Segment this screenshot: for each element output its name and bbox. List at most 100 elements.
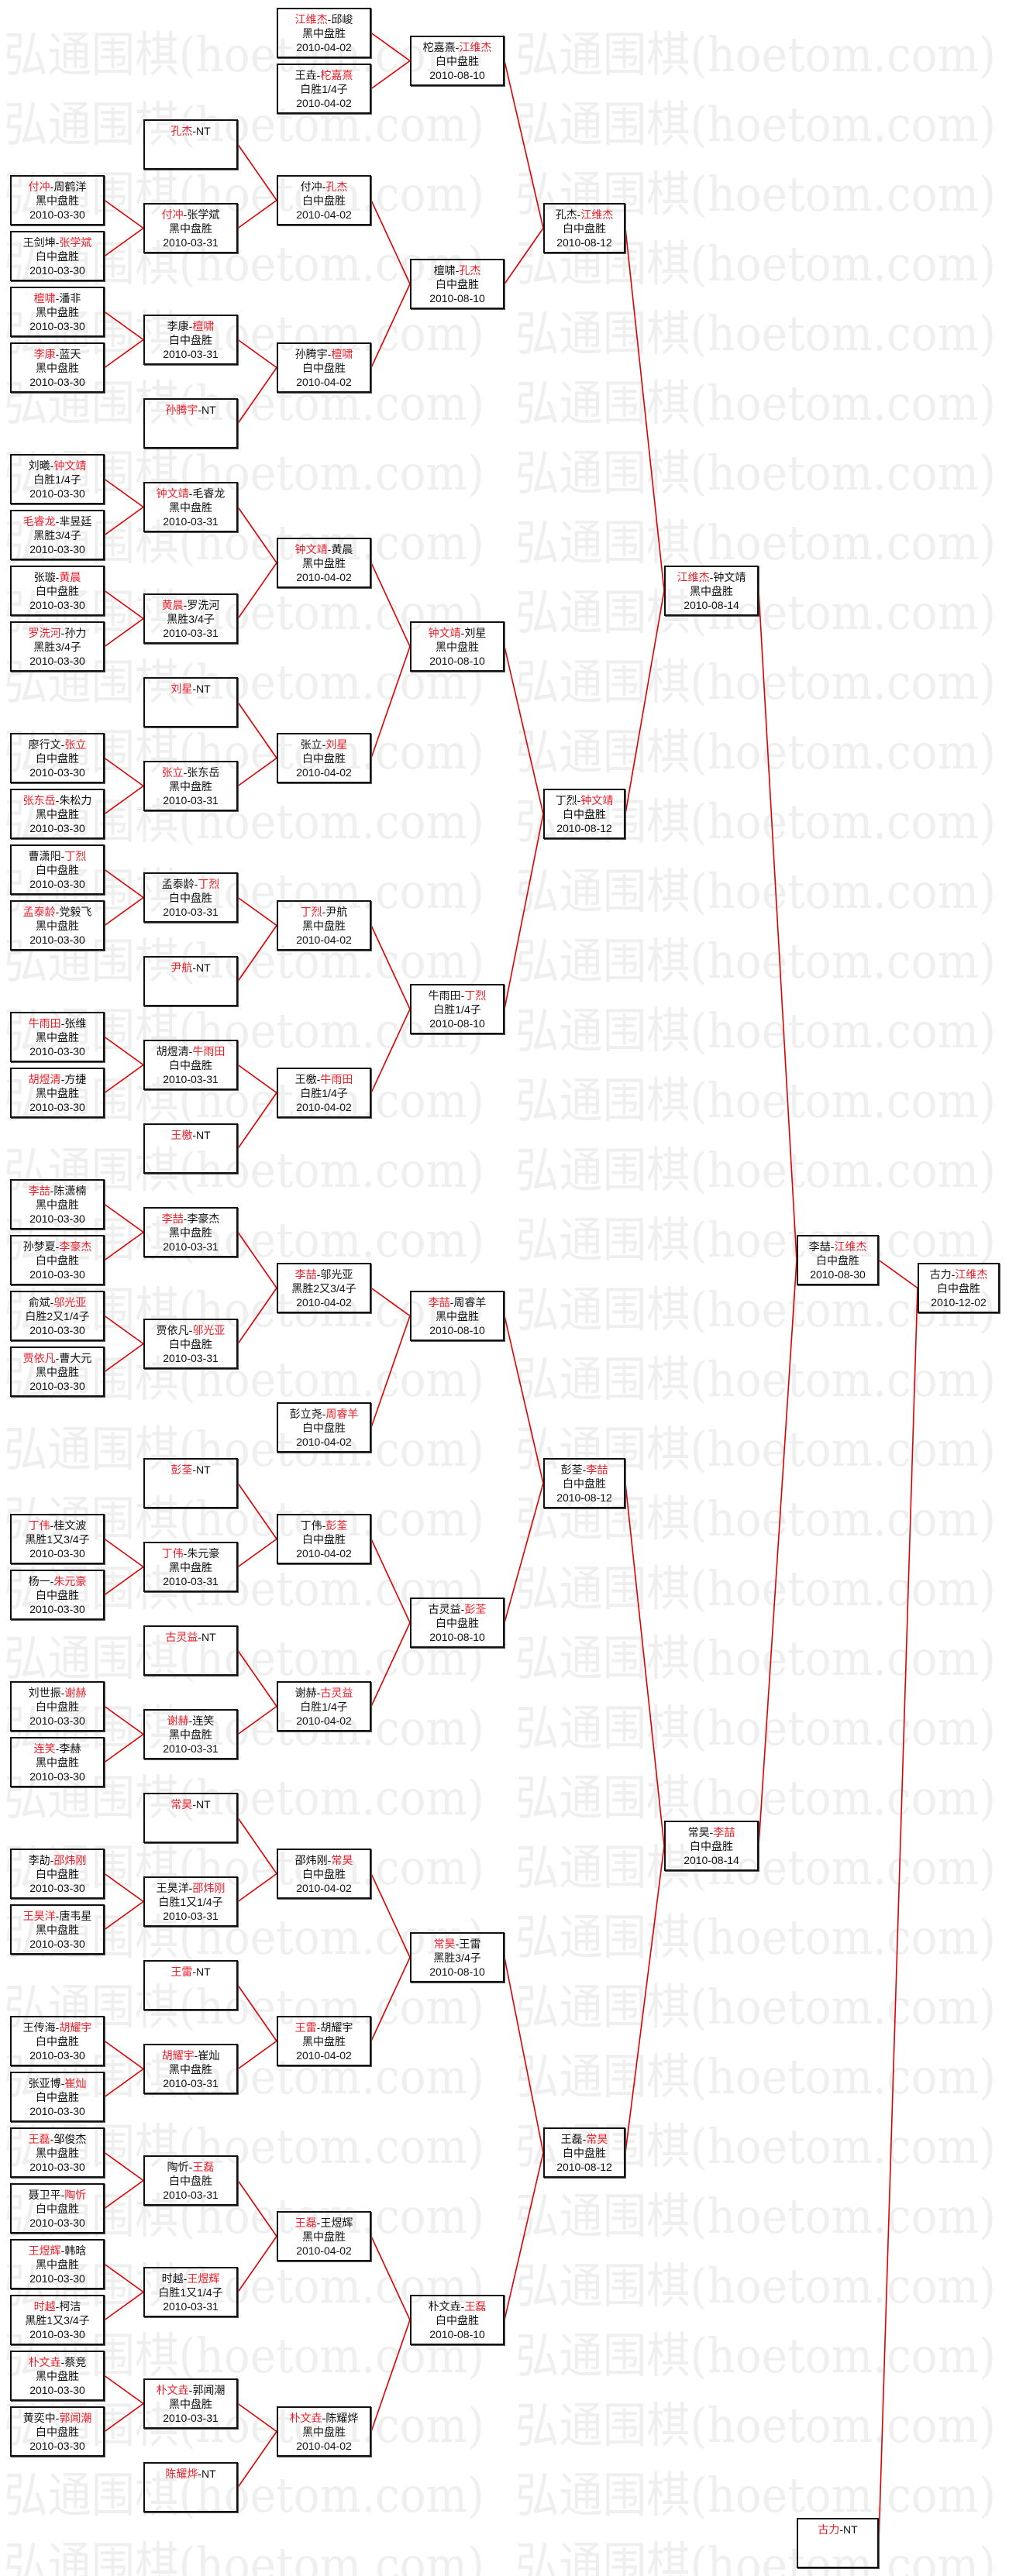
player-name[interactable]: 朴文垚 [428,2300,461,2313]
bye-box[interactable]: 王檄-NT [143,1123,238,1174]
player-name[interactable]: 韩晗 [64,2244,87,2257]
match-box[interactable]: 钟文靖-毛睿龙 黑中盘胜 2010-03-31 [143,482,238,532]
player-name[interactable]: 李豪杰 [187,1212,220,1225]
player-name[interactable]: 俞斌 [28,1296,50,1309]
winner-name[interactable]: 刘星 [325,738,348,751]
match-box[interactable]: 彭荃-李喆 白中盘胜 2010-08-12 [543,1458,625,1508]
winner-name[interactable]: 朴文垚 [28,2356,61,2368]
player-name[interactable]: 丁烈 [555,794,577,807]
player-name[interactable]: 孙腾宇 [294,348,328,360]
player-name[interactable]: 桂文波 [53,1519,87,1532]
player-name[interactable]: NT [196,125,211,137]
winner-name[interactable]: 王雷 [170,1966,193,1978]
player-name[interactable]: 时越 [161,2272,184,2285]
winner-name[interactable]: 王煜辉 [187,2272,220,2285]
match-box[interactable]: 丁烈-尹航 黑中盘胜 2010-04-02 [277,900,371,951]
match-box[interactable]: 王昊洋-唐韦星 黑中盘胜 2010-03-30 [10,1904,105,1955]
match-box[interactable]: 江维杰-钟文靖 黑中盘胜 2010-08-14 [664,566,759,616]
bye-box[interactable]: 彭荃-NT [143,1458,238,1508]
winner-name[interactable]: 邵炜刚 [192,1882,226,1894]
winner-name[interactable]: 尹航 [170,961,193,974]
winner-name[interactable]: 时越 [33,2300,56,2313]
match-box[interactable]: 朴文垚-陈耀烨 黑中盘胜 2010-04-02 [277,2406,371,2457]
winner-name[interactable]: 钟文靖 [580,794,614,807]
player-name[interactable]: 孙梦夏 [22,1240,56,1253]
match-box[interactable]: 贾依凡-曹大元 黑中盘胜 2010-03-30 [10,1346,105,1397]
winner-name[interactable]: 郭闻潮 [59,2412,92,2424]
player-name[interactable]: 李喆 [808,1240,831,1253]
winner-name[interactable]: 黄晨 [161,599,184,611]
match-box[interactable]: 彭立尧-周睿羊 白中盘胜 2010-04-02 [277,1402,371,1453]
match-box[interactable]: 陶忻-王磊 白中盘胜 2010-03-31 [143,2155,238,2206]
match-box[interactable]: 李喆-陈潇楠 黑中盘胜 2010-03-30 [10,1179,105,1230]
match-box[interactable]: 王磊-王煜辉 黑中盘胜 2010-04-02 [277,2211,371,2261]
winner-name[interactable]: 胡耀宇 [161,2049,195,2062]
player-name[interactable]: 孟泰龄 [161,878,195,890]
winner-name[interactable]: 王磊 [464,2300,487,2313]
player-name[interactable]: 彭立尧 [289,1408,322,1420]
player-name[interactable]: 聂卫平 [28,2189,61,2201]
winner-name[interactable]: 谢赫 [64,1687,87,1699]
winner-name[interactable]: 常昊 [331,1854,353,1866]
winner-name[interactable]: 李喆 [428,1296,450,1309]
match-box[interactable]: 刘曦-钟文靖 白胜1/4子 2010-03-30 [10,454,105,504]
player-name[interactable]: 郭闻潮 [192,2384,226,2396]
match-box[interactable]: 廖行文-张立 白中盘胜 2010-03-30 [10,733,105,783]
player-name[interactable]: 贾依凡 [156,1324,189,1336]
match-box[interactable]: 孔杰-江维杰 白中盘胜 2010-08-12 [543,203,625,253]
match-box[interactable]: 檀啸-潘非 黑中盘胜 2010-03-30 [10,287,105,337]
winner-name[interactable]: 江维杰 [834,1240,867,1253]
player-name[interactable]: 周鹤洋 [53,181,87,193]
player-name[interactable]: 邹俊杰 [53,2133,87,2145]
winner-name[interactable]: 丁烈 [198,878,220,890]
winner-name[interactable]: 江维杰 [294,13,328,26]
match-box[interactable]: 贾依凡-邬光亚 白中盘胜 2010-03-31 [143,1319,238,1369]
match-box[interactable]: 胡耀宇-崔灿 黑中盘胜 2010-03-31 [143,2044,238,2094]
player-name[interactable]: 张维 [64,1017,87,1030]
match-box[interactable]: 常昊-王雷 黑胜3/4子 2010-08-10 [410,1932,504,1983]
winner-name[interactable]: 常昊 [170,1798,193,1811]
winner-name[interactable]: 张立 [64,738,87,751]
winner-name[interactable]: 丁伟 [161,1547,184,1560]
player-name[interactable]: 崔灿 [198,2049,220,2062]
match-box[interactable]: 丁烈-钟文靖 白中盘胜 2010-08-12 [543,789,625,839]
winner-name[interactable]: 常昊 [433,1938,456,1950]
winner-name[interactable]: 李康 [33,348,56,360]
match-box[interactable]: 钟文靖-黄晨 黑中盘胜 2010-04-02 [277,538,371,588]
player-name[interactable]: 芈昱廷 [59,515,92,528]
match-box[interactable]: 王磊-常昊 白中盘胜 2010-08-12 [543,2127,625,2178]
player-name[interactable]: 柯洁 [59,2300,81,2313]
player-name[interactable]: 黄奕中 [22,2412,56,2424]
winner-name[interactable]: 毛睿龙 [22,515,56,528]
winner-name[interactable]: 李喆 [161,1212,184,1225]
winner-name[interactable]: 孙腾宇 [165,404,198,416]
player-name[interactable]: 古灵益 [428,1603,461,1615]
winner-name[interactable]: 孔杰 [325,181,348,193]
match-box[interactable]: 胡煜清-牛雨田 白中盘胜 2010-03-31 [143,1040,238,1090]
winner-name[interactable]: 陶忻 [64,2189,87,2201]
winner-name[interactable]: 黄晨 [59,571,81,583]
player-name[interactable]: 王磊 [560,2133,583,2145]
player-name[interactable]: 毛睿龙 [192,487,226,500]
match-box[interactable]: 李喆-李豪杰 黑中盘胜 2010-03-31 [143,1207,238,1257]
winner-name[interactable]: 王磊 [28,2133,50,2145]
winner-name[interactable]: 彭荃 [464,1603,487,1615]
winner-name[interactable]: 钟文靖 [53,459,87,472]
player-name[interactable]: 张立 [300,738,322,751]
player-name[interactable]: 李劼 [28,1854,50,1866]
player-name[interactable]: 王煜辉 [320,2217,353,2229]
winner-name[interactable]: 江维杰 [459,41,492,53]
player-name[interactable]: NT [201,2468,216,2480]
match-box[interactable]: 张亚博-崔灿 白中盘胜 2010-03-30 [10,2072,105,2122]
match-box[interactable]: 付冲-周鹤洋 黑中盘胜 2010-03-30 [10,175,105,225]
match-box[interactable]: 时越-柯洁 黑胜1又3/4子 2010-03-30 [10,2295,105,2345]
match-box[interactable]: 张立-张东岳 黑中盘胜 2010-03-31 [143,761,238,811]
player-name[interactable]: 邬光亚 [320,1268,353,1281]
match-box[interactable]: 古灵益-彭荃 白中盘胜 2010-08-10 [410,1598,504,1648]
winner-name[interactable]: 李喆 [586,1463,608,1476]
winner-name[interactable]: 邵炜刚 [53,1854,87,1866]
player-name[interactable]: 胡煜清 [156,1045,189,1058]
winner-name[interactable]: 王煜辉 [28,2244,61,2257]
match-box[interactable]: 付冲-孔杰 白中盘胜 2010-04-02 [277,175,371,225]
match-box[interactable]: 王磊-邹俊杰 黑中盘胜 2010-03-30 [10,2127,105,2178]
